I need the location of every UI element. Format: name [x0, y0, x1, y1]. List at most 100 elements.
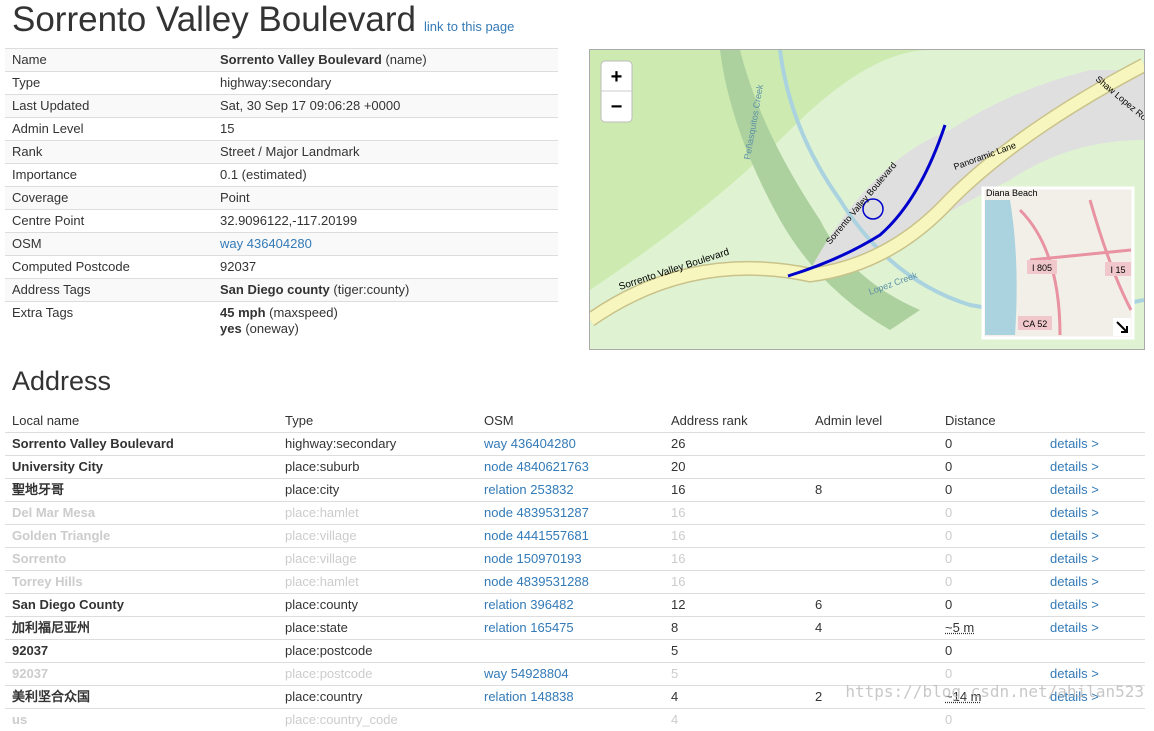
cell-details[interactable]: details > [1050, 689, 1099, 704]
address-row: San Diego County place:county relation 396… [5, 593, 1145, 616]
detail-value: 92037 [220, 259, 256, 275]
value-text: 0.1 (estimated) [220, 167, 307, 182]
cell-name: Torrey Hills [12, 574, 83, 589]
cell-name: Golden Triangle [12, 528, 111, 543]
detail-key: OSM [12, 236, 42, 251]
shield [1027, 260, 1057, 274]
value-bold: yes [220, 321, 242, 336]
address-row: 加利福尼亚州 place:state relation 165475 8 4 ~5 m de… [5, 616, 1145, 639]
cell-osm[interactable]: relation 165475 [484, 620, 574, 635]
cell-type: place:postcode [285, 643, 373, 658]
column-header: OSM [484, 413, 514, 428]
cell-osm[interactable]: way 54928804 [484, 666, 569, 681]
title: Sorrento Valley Boulevard [12, 0, 417, 39]
cell-name: 92037 [12, 666, 49, 681]
cell-distance: 0 [945, 505, 953, 520]
address-row: 美利坚合众国 place:country relation 148838 4 2 ~14 … [5, 685, 1145, 708]
detail-row: Rank Street / Major Landmark [5, 140, 558, 163]
cell-osm[interactable]: node 4441557681 [484, 528, 589, 543]
cell-type: place:hamlet [285, 505, 359, 520]
detail-key: Admin Level [12, 121, 84, 136]
value-line: Point [220, 190, 250, 206]
cell-rank: 5 [671, 643, 679, 658]
value-line: highway:secondary [220, 75, 331, 91]
value-text: (maxspeed) [269, 305, 338, 320]
cell-details[interactable]: details > [1050, 528, 1099, 543]
osm-link[interactable]: way 436404280 [220, 236, 312, 251]
cell-rank: 4 [671, 689, 679, 704]
section-title: Address [12, 366, 112, 396]
cell-osm[interactable]: relation 148838 [484, 689, 574, 704]
minimap-label: I 805 [1032, 263, 1052, 273]
value-bold: San Diego county [220, 282, 330, 297]
detail-key: Centre Point [12, 213, 85, 228]
cell-distance: 0 [945, 459, 953, 474]
detail-row: Centre Point 32.9096122,-117.20199 [5, 209, 558, 232]
detail-value: Sorrento Valley Boulevard (name) [220, 52, 427, 68]
value-text: Street / Major Landmark [220, 144, 360, 159]
cell-details[interactable]: details > [1050, 505, 1099, 520]
column-header: Address rank [671, 413, 748, 428]
column-header: Type [285, 413, 314, 428]
cell-rank: 26 [671, 436, 686, 451]
value-text: (name) [385, 52, 427, 67]
address-row: Golden Triangle place:village node 4441557… [5, 524, 1145, 547]
map: Sorrento Valley Boulevard Sorrento Valle… [589, 49, 1145, 350]
cell-osm[interactable]: relation 253832 [484, 482, 574, 497]
cell-details[interactable]: details > [1050, 482, 1099, 497]
cell-admin: 2 [815, 689, 823, 704]
cell-type: highway:secondary [285, 436, 397, 451]
detail-key: Computed Postcode [12, 259, 130, 274]
address-row: Sorrento Valley Boulevard highway:seconda… [5, 432, 1145, 455]
cell-type: place:suburb [285, 459, 360, 474]
value-line: yes (oneway) [220, 321, 338, 337]
cell-rank: 16 [671, 505, 686, 520]
detail-value: highway:secondary [220, 75, 331, 91]
page: {"header":{"title":"Sorrento Valley Boul… [5, 0, 1145, 727]
cell-rank: 4 [671, 712, 679, 727]
highlight [787, 124, 947, 278]
address-row: 92037 place:postcode way 54928804 5 0 details… [5, 662, 1145, 685]
zoom-in[interactable]: + [611, 66, 623, 88]
cell-details[interactable]: details > [1050, 620, 1099, 635]
detail-row: Type highway:secondary [5, 71, 558, 94]
detail-row: OSM way 436404280 [5, 232, 558, 255]
cell-osm[interactable]: way 436404280 [484, 436, 576, 451]
detail-key: Extra Tags [12, 305, 74, 320]
value-bold: 45 mph [220, 305, 266, 320]
zoom-out[interactable]: − [611, 96, 623, 118]
cell-distance: 0 [945, 643, 953, 658]
column-header: Distance [945, 413, 996, 428]
cell-name: 美利坚合众国 [12, 689, 91, 704]
cell-details[interactable]: details > [1050, 574, 1099, 589]
cell-type: place:postcode [285, 666, 373, 681]
cell-osm[interactable]: node 150970193 [484, 551, 582, 566]
cell-details[interactable]: details > [1050, 459, 1099, 474]
permalink[interactable]: link to this page [424, 19, 515, 34]
cell-type: place:village [285, 528, 357, 543]
cell-details[interactable]: details > [1050, 597, 1099, 612]
cell-osm[interactable]: relation 396482 [484, 597, 574, 612]
cell-details[interactable]: details > [1050, 436, 1099, 451]
address-row: Del Mar Mesa place:hamlet node 4839531287 1… [5, 501, 1145, 524]
cell-details[interactable]: details > [1050, 666, 1099, 681]
minimap-label: CA 52 [1023, 319, 1048, 329]
detail-key: Coverage [12, 190, 69, 205]
cell-rank: 16 [671, 528, 686, 543]
column-header: Admin level [815, 413, 883, 428]
cell-osm[interactable]: node 4840621763 [484, 459, 589, 474]
details-table: Name Sorrento Valley Boulevard (name) Type… [5, 48, 558, 340]
cell-type: place:county [285, 597, 358, 612]
value-text: Point [220, 190, 250, 205]
cell-osm[interactable]: node 4839531288 [484, 574, 589, 589]
cell-details[interactable]: details > [1050, 551, 1099, 566]
value-bold: Sorrento Valley Boulevard [220, 52, 382, 67]
detail-value: 45 mph (maxspeed) yes (oneway) [220, 305, 338, 337]
detail-value: San Diego county (tiger:county) [220, 282, 409, 298]
cell-osm[interactable]: node 4839531287 [484, 505, 589, 520]
value-line: Street / Major Landmark [220, 144, 359, 160]
detail-row: Name Sorrento Valley Boulevard (name) [5, 48, 558, 71]
value-text: 15 [220, 121, 235, 136]
cell-name: 聖地牙哥 [12, 482, 65, 497]
cell-type: place:city [285, 482, 340, 497]
